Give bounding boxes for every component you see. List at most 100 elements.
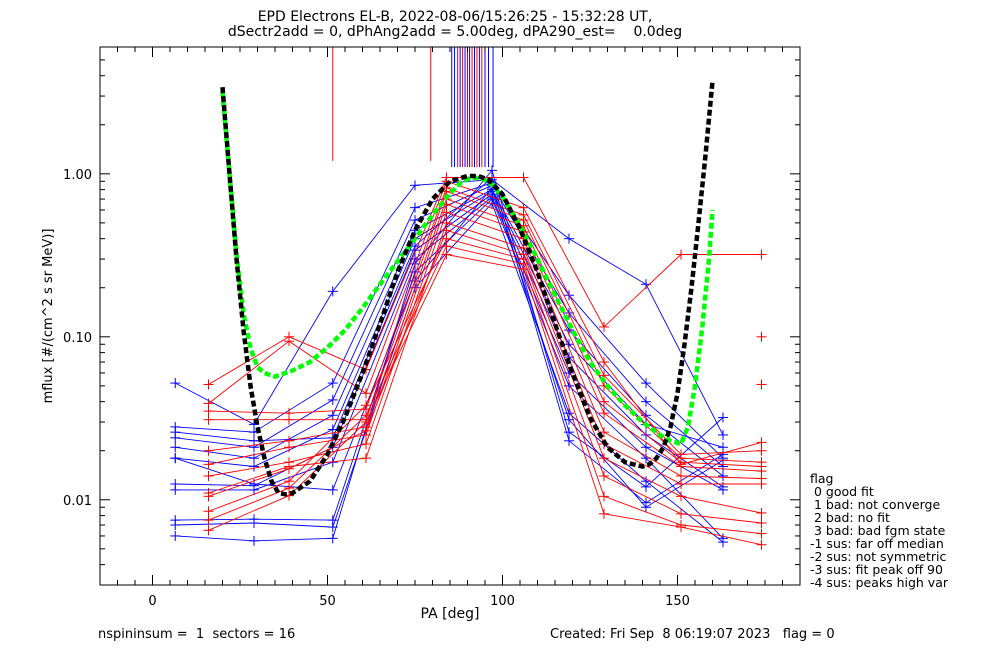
data-point: [170, 378, 181, 389]
data-point: [756, 331, 767, 342]
y-axis-label: mflux [#/(cm^2 s sr MeV)]: [41, 229, 56, 404]
data-point: [676, 461, 686, 472]
data-point: [676, 478, 686, 489]
legend-title: flag: [810, 471, 834, 486]
data-point: [203, 445, 214, 456]
series-line: [175, 190, 724, 467]
footer-spin-info: nspininsum = 1 sectors = 16: [98, 627, 296, 642]
series-line: [208, 238, 762, 524]
series-line: [175, 186, 724, 508]
series-line: [175, 196, 724, 491]
data-point: [718, 484, 728, 495]
data-point: [441, 207, 452, 218]
data-point: [676, 491, 686, 502]
data-point: [756, 379, 767, 390]
vertical-marker-lines: [332, 47, 494, 168]
series-line: [175, 182, 724, 459]
series-line: [175, 193, 724, 488]
data-point: [599, 470, 609, 481]
data-point: [441, 249, 452, 260]
data-point: [327, 394, 338, 405]
data-point: [361, 425, 371, 436]
data-point: [599, 491, 609, 502]
fit-curve-black: [220, 80, 715, 497]
plot-frame: [99, 46, 801, 586]
data-point: [676, 508, 686, 519]
data-point: [564, 427, 574, 438]
y-tick-label: 0.01: [63, 494, 92, 509]
x-axis-label: PA [deg]: [421, 606, 480, 622]
data-point: [361, 400, 371, 411]
x-tick-label: 150: [665, 594, 690, 609]
footer-created-info: Created: Fri Sep 8 06:19:07 2023 flag = …: [550, 627, 835, 642]
legend-item: -2 sus: not symmetric: [810, 549, 947, 564]
series-line: [175, 198, 724, 539]
legend-item: 1 bad: not converge: [810, 497, 941, 512]
chart-subtitle: dSectr2add = 0, dPhAng2add = 5.00deg, dP…: [227, 24, 683, 40]
data-point: [756, 518, 767, 529]
legend-item: -1 sus: far off median: [810, 536, 944, 551]
data-point: [718, 412, 728, 423]
data-point: [487, 198, 497, 209]
series-line: [208, 222, 762, 494]
data-point: [518, 172, 529, 183]
data-point: [170, 520, 181, 531]
fit-curves-layer: [220, 80, 715, 497]
data-point: [756, 437, 767, 448]
data-point: [327, 484, 338, 495]
legend-item: 2 bad: no fit: [810, 510, 890, 525]
data-point: [756, 507, 767, 518]
data-point: [203, 515, 214, 526]
data-point: [203, 491, 214, 502]
data-point: [564, 414, 574, 425]
series-line: [175, 184, 724, 467]
data-point: [327, 410, 338, 421]
series-line: [208, 180, 762, 465]
x-tick-label: 0: [148, 594, 156, 609]
series-line: [175, 169, 724, 542]
data-point: [361, 438, 371, 449]
data-point: [756, 539, 767, 550]
axes-layer: 0 50 100 150 0.01 0.10 1.00: [63, 46, 801, 609]
data-point: [203, 379, 214, 390]
data-point: [599, 453, 609, 464]
series-line: [208, 245, 762, 535]
data-point: [361, 417, 371, 428]
data-point: [203, 470, 214, 481]
data-point: [641, 481, 651, 492]
data-point: [564, 233, 574, 244]
data-point: [203, 406, 214, 417]
data-point: [203, 414, 214, 425]
data-point: [756, 528, 767, 539]
data-point: [599, 321, 609, 332]
data-point: [170, 530, 181, 541]
data-point: [361, 453, 371, 464]
legend-item: -4 sus: peaks high var: [810, 575, 949, 590]
data-point: [284, 463, 294, 474]
series-line: [175, 202, 724, 543]
series-line: [208, 190, 762, 463]
data-point: [249, 461, 259, 472]
data-point: [284, 336, 294, 347]
y-tick-label: 0.10: [63, 331, 92, 346]
series-line: [208, 177, 762, 385]
legend-item: 3 bad: bad fgm state: [810, 523, 946, 538]
data-point: [249, 435, 259, 446]
data-point: [518, 264, 529, 275]
data-point: [599, 408, 609, 419]
fit-curve-green: [220, 91, 715, 447]
data-point: [249, 518, 259, 529]
data-point: [361, 388, 371, 399]
data-point: [599, 357, 609, 368]
data-point: [410, 202, 420, 213]
data-point: [718, 429, 728, 440]
x-tick-label: 100: [490, 594, 515, 609]
data-point: [599, 396, 609, 407]
data-point: [327, 533, 338, 544]
series-line: [208, 211, 762, 479]
data-point: [718, 537, 728, 548]
data-point: [441, 225, 452, 236]
data-point: [718, 470, 728, 481]
data-point: [641, 442, 651, 453]
